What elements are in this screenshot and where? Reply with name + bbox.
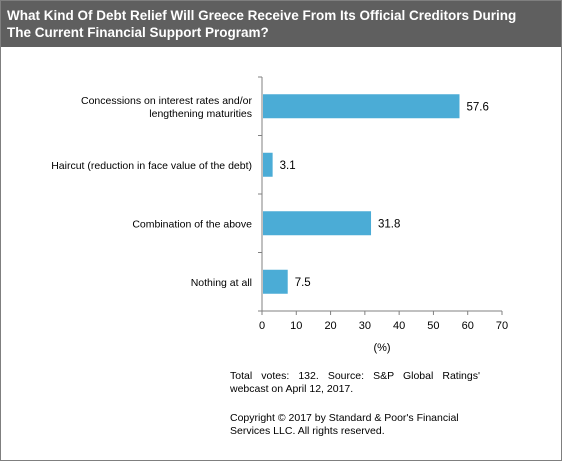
bar xyxy=(263,269,288,294)
copyright-note: Copyright © 2017 by Standard & Poor's Fi… xyxy=(230,412,459,437)
x-tick-label: 0 xyxy=(259,320,265,332)
category-label: Haircut (reduction in face value of the … xyxy=(51,160,252,172)
x-tick-label: 70 xyxy=(496,320,508,332)
category-label: Nothing at all xyxy=(191,277,252,289)
category-label: Combination of the above xyxy=(132,218,252,230)
bar xyxy=(263,211,372,236)
category-label: Concessions on interest rates and/or xyxy=(81,95,253,107)
value-label: 31.8 xyxy=(378,218,400,230)
value-label: 3.1 xyxy=(280,160,296,172)
source-note: Total votes: 132. Source: S&P Global Rat… xyxy=(230,370,480,395)
chart-title-line-2: The Current Financial Support Program? xyxy=(7,25,269,40)
x-tick-label: 10 xyxy=(290,320,302,332)
x-tick-label: 30 xyxy=(359,320,371,332)
chart-title-line-1: What Kind Of Debt Relief Will Greece Rec… xyxy=(7,8,517,23)
chart-title: What Kind Of Debt Relief Will Greece Rec… xyxy=(1,1,561,47)
bar xyxy=(263,152,273,177)
x-tick-label: 60 xyxy=(462,320,474,332)
x-tick-label: 50 xyxy=(427,320,439,332)
x-tick-label: 40 xyxy=(393,320,405,332)
x-tick-label: 20 xyxy=(324,320,336,332)
x-axis-title: (%) xyxy=(373,342,390,354)
value-label: 57.6 xyxy=(466,101,488,113)
category-label: lengthening maturities xyxy=(149,108,252,120)
bar xyxy=(263,94,460,119)
value-label: 7.5 xyxy=(295,277,311,289)
